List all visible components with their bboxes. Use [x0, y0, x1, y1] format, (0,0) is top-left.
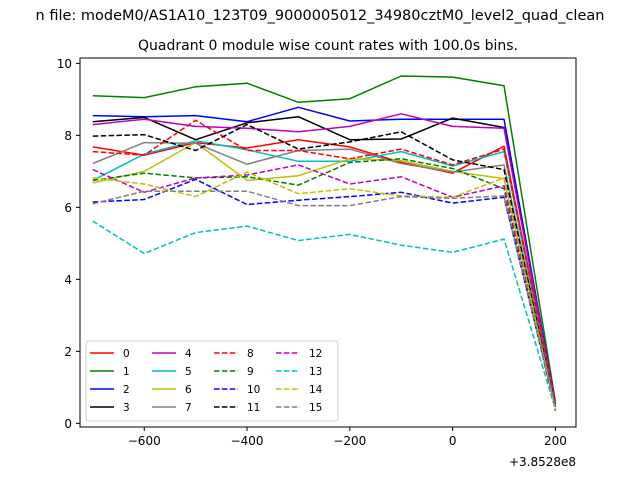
x-tick-label: 200	[544, 434, 567, 448]
x-tick-label: −600	[128, 434, 161, 448]
legend-label-11: 11	[247, 402, 260, 414]
chart-title: Quadrant 0 module wise count rates with …	[138, 38, 518, 54]
y-tick-label: 8	[64, 129, 72, 143]
x-offset-label: +3.8528e8	[509, 455, 576, 469]
series-line-11	[92, 123, 557, 408]
series-line-2	[92, 106, 557, 404]
series-line-14	[92, 171, 557, 410]
series-line-5	[92, 140, 557, 406]
legend-label-3: 3	[123, 402, 130, 414]
y-tick-label: 10	[57, 57, 72, 71]
figure-suptitle: n file: modeM0/AS1A10_123T09_9000005012_…	[36, 8, 605, 24]
x-tick-label: 0	[449, 434, 457, 448]
legend-label-2: 2	[123, 384, 130, 396]
legend-label-15: 15	[309, 402, 322, 414]
y-tick-label: 4	[64, 273, 72, 287]
legend-label-6: 6	[185, 384, 192, 396]
series-line-7	[92, 141, 557, 408]
legend-label-12: 12	[309, 348, 322, 360]
series-line-0	[92, 138, 557, 404]
legend-label-1: 1	[123, 366, 130, 378]
y-tick-label: 2	[64, 345, 72, 359]
legend-label-5: 5	[185, 366, 192, 378]
series-line-13	[92, 220, 557, 410]
x-axis-ticks: −600 −400 −200 0 200	[128, 427, 567, 448]
series-line-15	[92, 190, 557, 408]
legend-label-13: 13	[309, 366, 322, 378]
series-lines	[92, 75, 557, 411]
legend-label-14: 14	[309, 384, 323, 396]
legend-box	[85, 340, 339, 422]
legend-label-8: 8	[247, 348, 254, 360]
series-line-1	[92, 75, 557, 402]
legend-label-7: 7	[185, 402, 192, 414]
series-line-10	[92, 178, 557, 408]
legend-label-4: 4	[185, 348, 192, 360]
x-tick-label: −200	[333, 434, 366, 448]
series-line-6	[92, 141, 557, 406]
y-axis-ticks: 0 2 4 6 8 10	[57, 57, 80, 431]
x-tick-label: −400	[231, 434, 264, 448]
legend-label-0: 0	[123, 348, 130, 360]
series-line-8	[92, 119, 557, 404]
series-line-12	[92, 164, 557, 406]
y-tick-label: 0	[64, 417, 72, 431]
legend-label-9: 9	[247, 366, 254, 378]
legend-label-10: 10	[247, 384, 260, 396]
plot-frame	[79, 57, 577, 428]
y-tick-label: 6	[64, 201, 72, 215]
series-line-3	[92, 115, 557, 404]
series-line-4	[92, 113, 557, 404]
